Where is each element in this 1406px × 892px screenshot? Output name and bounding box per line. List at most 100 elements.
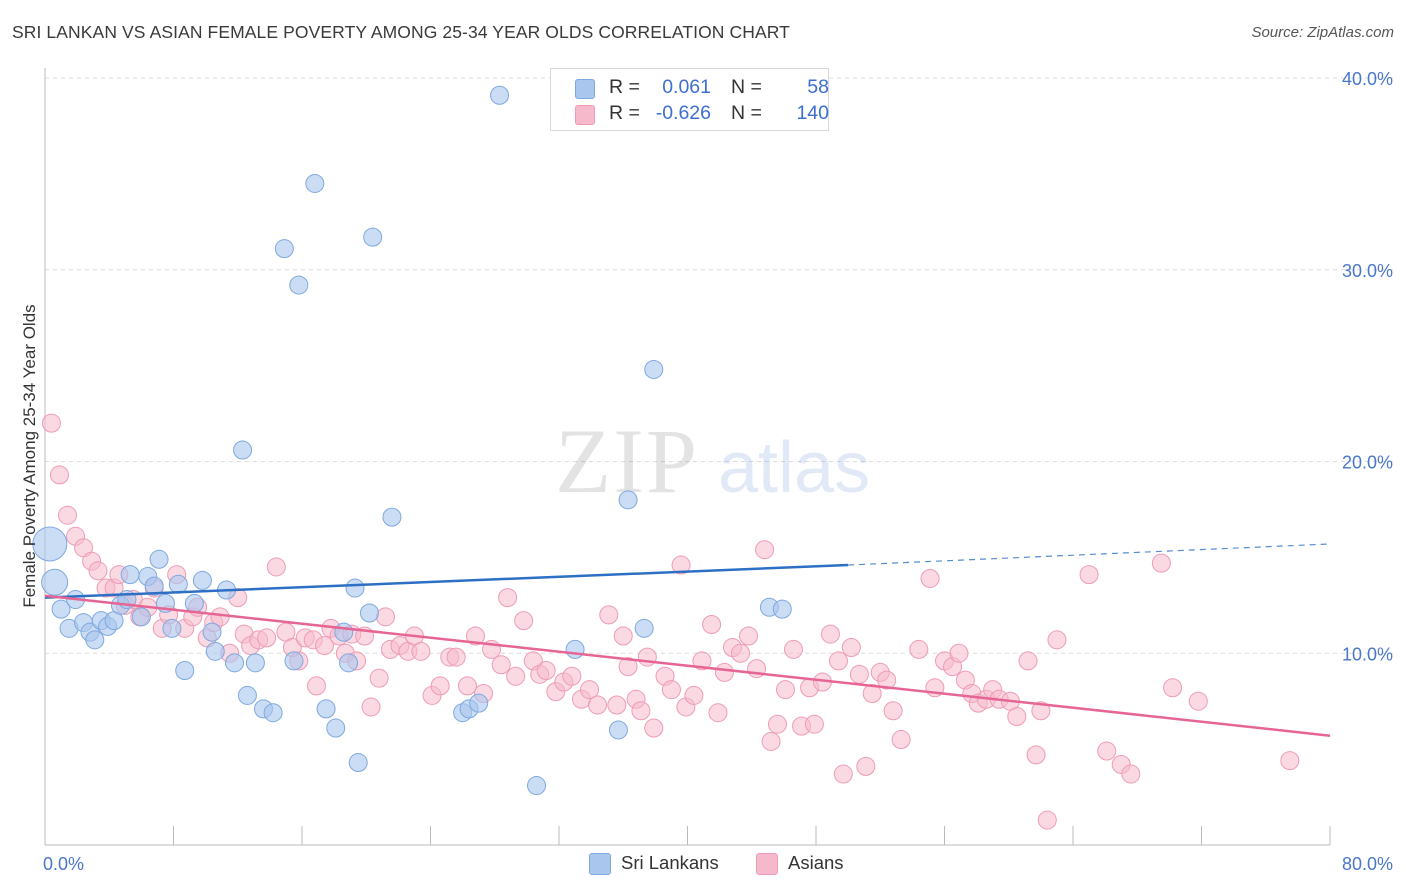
- sri-lankans-point: [618, 490, 638, 510]
- sri-lankans-point: [359, 603, 379, 623]
- sri-lankans-point: [334, 622, 354, 642]
- asians-point: [1151, 553, 1171, 573]
- asians-point: [580, 680, 600, 700]
- sri-lankans-point: [289, 275, 309, 295]
- asians-point: [784, 639, 804, 659]
- bottom-legend-swatch-sri-lankans: [589, 853, 611, 875]
- sri-lankans-point: [175, 661, 195, 681]
- y-tick-label: 40.0%: [1342, 69, 1393, 89]
- sri-lankans-point: [565, 639, 585, 659]
- y-axis-label: Female Poverty Among 25-34 Year Olds: [20, 304, 39, 607]
- y-tick-labels: 10.0% 20.0% 30.0% 40.0%: [1342, 69, 1393, 664]
- sri-lankans-point: [274, 239, 294, 259]
- asians-point: [514, 611, 534, 631]
- asians-point: [1026, 745, 1046, 765]
- asians-point: [257, 628, 277, 648]
- asians-point: [506, 666, 526, 686]
- x-tick-label-max: 80.0%: [1342, 854, 1393, 874]
- sri-lankans-point: [237, 685, 257, 705]
- asians-point: [1163, 678, 1183, 698]
- sri-lankans-point: [326, 718, 346, 738]
- asians-point: [684, 685, 704, 705]
- asians-point: [820, 624, 840, 644]
- asians-point: [491, 655, 511, 675]
- asians-point: [607, 695, 627, 715]
- asians-point: [631, 701, 651, 721]
- legend-r-value: 0.061: [662, 76, 711, 98]
- legend-n-value: 58: [807, 76, 829, 98]
- asians-point: [708, 703, 728, 723]
- asians-point: [457, 676, 477, 696]
- y-tick-label: 20.0%: [1342, 453, 1393, 473]
- sri-lankans-point: [245, 653, 265, 673]
- asians-point: [841, 637, 861, 657]
- sri-lankans-point: [772, 599, 792, 619]
- asians-point: [1047, 630, 1067, 650]
- asians-point: [692, 651, 712, 671]
- asians-point: [1188, 691, 1208, 711]
- axes: [44, 68, 1331, 846]
- asians-point: [833, 764, 853, 784]
- asians-point: [767, 714, 787, 734]
- asians-point: [877, 670, 897, 690]
- sri-lankans-point: [85, 630, 105, 650]
- asians-point: [266, 557, 286, 577]
- asians-point: [613, 626, 633, 646]
- y-tick-label: 10.0%: [1342, 644, 1393, 664]
- asians-point: [376, 607, 396, 627]
- legend-r-label: R =: [609, 76, 640, 98]
- sri-lankans-point: [490, 85, 510, 105]
- sri-lankans-trendline: [44, 563, 849, 599]
- chart-title: SRI LANKAN VS ASIAN FEMALE POVERTY AMONG…: [12, 22, 790, 42]
- asians-point: [88, 561, 108, 581]
- asians-point: [761, 731, 781, 751]
- asians-point: [739, 626, 759, 646]
- asians-point: [804, 714, 824, 734]
- asians-point: [661, 680, 681, 700]
- sri-lankans-point: [225, 653, 245, 673]
- sri-lankans-point: [345, 578, 365, 598]
- sri-lankans-point: [51, 599, 71, 619]
- watermark: ZIP atlas: [555, 410, 870, 512]
- asians-point: [498, 588, 518, 608]
- asians-point: [949, 643, 969, 663]
- sri-lankans-point: [202, 622, 222, 642]
- y-tick-label: 30.0%: [1342, 261, 1393, 281]
- asians-point: [644, 718, 664, 738]
- sri-lankans-point: [120, 565, 140, 585]
- asians-point: [588, 695, 608, 715]
- legend-r-label: R =: [609, 102, 640, 124]
- bottom-legend-label: Sri Lankans: [621, 852, 719, 873]
- asians-point: [1007, 707, 1027, 727]
- asians-point: [883, 701, 903, 721]
- asians-point: [306, 676, 326, 696]
- sri-lankans-point: [339, 653, 359, 673]
- sri-lankans-point: [284, 651, 304, 671]
- legend-swatch-sri-lankans: [575, 79, 595, 99]
- sri-lankans-point: [32, 526, 68, 562]
- asians-point: [828, 651, 848, 671]
- sri-lankans-point: [184, 593, 204, 613]
- asians-point: [849, 664, 869, 684]
- asians-points: [41, 413, 1300, 830]
- sri-lankans-point: [41, 568, 69, 596]
- asians-point: [361, 697, 381, 717]
- sri-lankans-point: [144, 576, 164, 596]
- source-label: Source: ZipAtlas.com: [1251, 24, 1394, 41]
- legend-n-label: N =: [731, 76, 762, 98]
- asians-point: [702, 614, 722, 634]
- asians-point: [909, 639, 929, 659]
- sri-lankans-point: [305, 173, 325, 193]
- asians-point: [755, 540, 775, 560]
- sri-lankans-point: [263, 703, 283, 723]
- asians-point: [1018, 651, 1038, 671]
- asians-point: [920, 568, 940, 588]
- asians-point: [41, 413, 61, 433]
- sri-lankans-point: [205, 641, 225, 661]
- sri-lankans-point: [162, 618, 182, 638]
- asians-point: [1031, 701, 1051, 721]
- asians-point: [1280, 751, 1300, 771]
- sri-lankans-point: [348, 753, 368, 773]
- asians-point: [775, 680, 795, 700]
